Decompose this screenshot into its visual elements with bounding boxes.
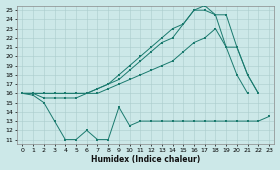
X-axis label: Humidex (Indice chaleur): Humidex (Indice chaleur) — [91, 155, 200, 164]
